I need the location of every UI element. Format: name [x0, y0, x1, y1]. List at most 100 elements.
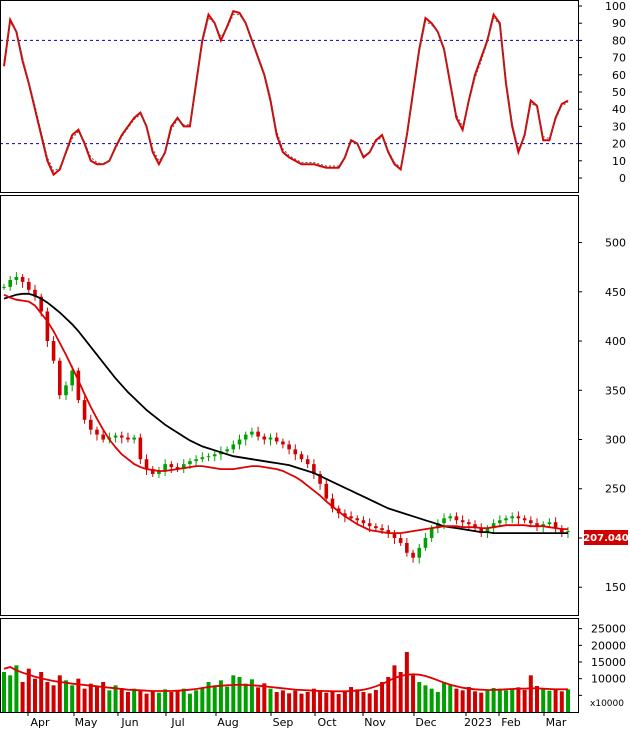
price-candle [262, 436, 267, 440]
volume-bar [367, 693, 372, 712]
volume-bar [51, 685, 56, 712]
volume-bar [169, 692, 174, 712]
price-candle [405, 542, 409, 553]
volume-bar [2, 672, 6, 712]
price-candle [212, 454, 217, 457]
volume-bar [70, 685, 75, 712]
price-candle [175, 467, 180, 470]
price-candle [411, 552, 415, 558]
volume-ma [3, 666, 568, 693]
price-candle [479, 528, 484, 534]
volume-bar [541, 689, 546, 712]
volume-bar [311, 688, 316, 712]
volume-bar [225, 686, 230, 712]
volume-bar [435, 692, 440, 712]
price-ma-short [3, 293, 568, 534]
price-candle [33, 289, 37, 297]
volume-bar [429, 688, 434, 712]
volume-bar [305, 692, 310, 712]
price-candle [150, 469, 155, 474]
volume-bar [268, 688, 273, 712]
price-candle [132, 437, 136, 440]
price-candle [361, 520, 366, 524]
price-candle [485, 528, 490, 534]
price-candle [256, 431, 260, 437]
oscillator-tick-label: 10 [612, 155, 626, 168]
price-candle [312, 464, 316, 474]
month-labels: Apr May Jun Jul Aug Sep Oct Nov Dec 2023 Feb Mar [27, 712, 567, 729]
price-candle [88, 419, 93, 430]
price-candle [206, 456, 211, 458]
volume-bar [200, 688, 205, 712]
price-candle [398, 537, 403, 543]
price-candle [417, 547, 422, 558]
volume-bar [547, 690, 552, 712]
volume-bar [559, 691, 564, 712]
volume-bar [101, 682, 106, 712]
price-candle [535, 523, 539, 527]
price-candle [355, 518, 360, 521]
oscillator-series-d [3, 14, 569, 172]
price-candle [64, 385, 68, 396]
price-candle [318, 473, 322, 484]
price-candle [8, 279, 12, 287]
volume-bar [324, 692, 329, 712]
volume-bar [45, 682, 50, 712]
price-candle [144, 459, 149, 470]
volume-bar [522, 690, 527, 712]
price-candle [200, 457, 205, 460]
axes: 0102030405060708090100150200250300350400… [0, 0, 626, 713]
volume-tick-label: 10000 [591, 673, 626, 686]
last-price-label: 207.040 [583, 533, 629, 544]
volume-bar [88, 683, 93, 712]
oscillator-series-k [3, 9, 569, 177]
volume-bar [373, 690, 378, 712]
volume-bar [132, 688, 137, 712]
price-candle [423, 537, 428, 548]
volume-bar [218, 680, 223, 712]
price-candle [498, 520, 502, 524]
volume-bar [163, 689, 168, 712]
volume-bar [63, 680, 68, 712]
volume-bar [380, 682, 385, 712]
price-candle [547, 522, 552, 525]
month-label: Nov [364, 716, 386, 729]
volume-bar [473, 691, 478, 712]
price-candle [188, 461, 192, 465]
volume-unit-label: x10000 [590, 699, 624, 709]
month-label: Mar [546, 716, 567, 729]
volume-bar [535, 686, 540, 712]
volume-tick-label: 20000 [591, 639, 626, 652]
price-candle [293, 449, 298, 455]
price-candle [70, 370, 74, 386]
price-candle [231, 444, 236, 450]
price-tick-label: 150 [605, 581, 626, 594]
price-candle [330, 498, 335, 509]
price-candle [243, 434, 248, 440]
volume-bar [231, 675, 236, 712]
price-candle [374, 526, 378, 529]
volume-bar [330, 692, 335, 712]
volume-bar [398, 672, 403, 712]
price-candle [454, 516, 459, 521]
volume-bar [243, 683, 248, 712]
price-candle [448, 516, 453, 519]
volume-bar [392, 665, 397, 712]
volume-bar [404, 652, 409, 712]
volume-bar [76, 678, 81, 712]
volume-bar [442, 682, 447, 712]
price-candle [553, 522, 558, 529]
price-candle [473, 524, 477, 529]
price-candle [113, 435, 118, 438]
price-candle [138, 437, 143, 460]
oscillator-tick-label: 40 [612, 103, 626, 116]
price-candle [101, 434, 105, 440]
price-candle [157, 471, 161, 474]
price-candle [274, 437, 279, 442]
price-candle [287, 444, 291, 450]
price-ma-long [3, 292, 568, 534]
volume-bar [57, 675, 62, 712]
month-label: 2023 [464, 716, 492, 729]
